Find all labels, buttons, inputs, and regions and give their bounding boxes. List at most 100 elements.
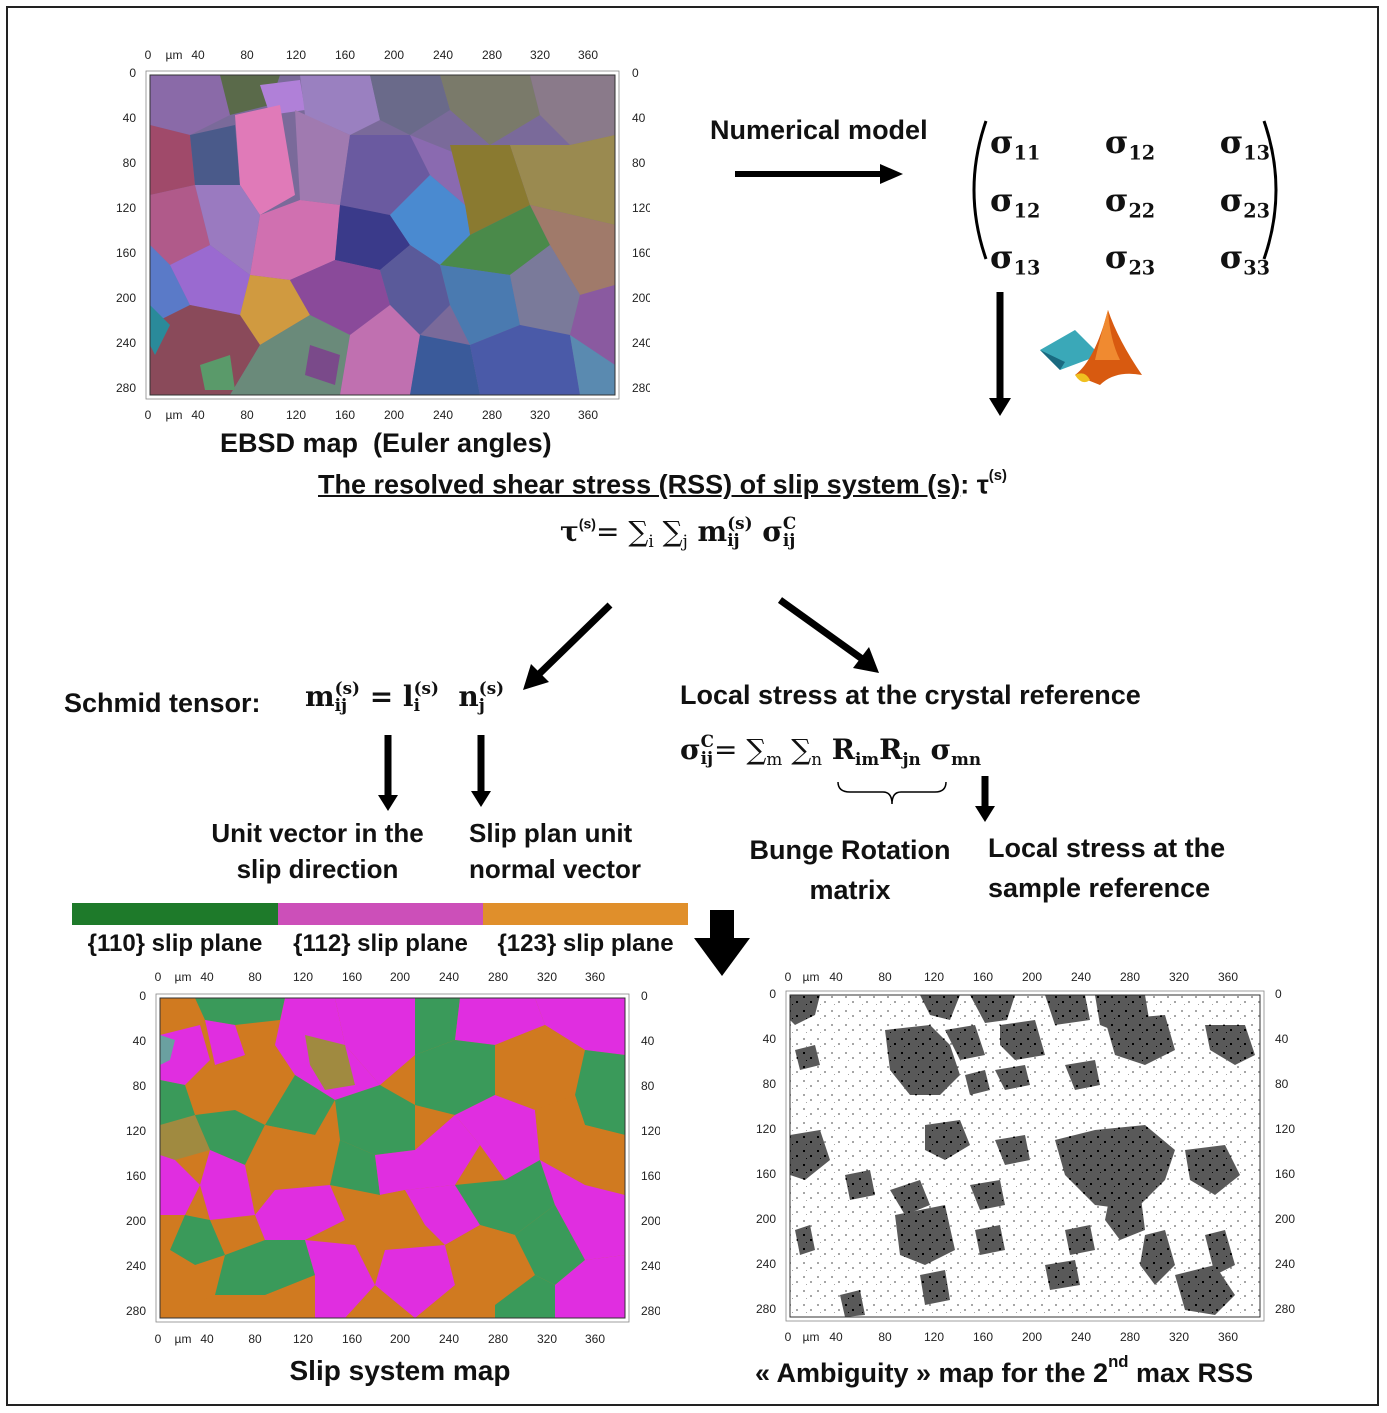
matrix-cell: σ22 <box>1104 180 1156 223</box>
tick-label: 360 <box>578 48 598 62</box>
unit-vector-label: Unit vector in the slip direction <box>211 818 424 884</box>
tick-label: 80 <box>240 48 254 62</box>
tick-label: 200 <box>384 408 404 422</box>
matrix-cell: σ23 <box>1219 180 1270 223</box>
tick-label: 280 <box>482 48 502 62</box>
tick-label: 240 <box>433 48 453 62</box>
tick-label: 240 <box>126 1259 146 1273</box>
arrow-right <box>735 164 903 184</box>
tick-label: 120 <box>1275 1122 1295 1136</box>
slip-y-ticks-right: 0 40 80 120 160 200 240 280 <box>641 989 660 1318</box>
tick-label: 320 <box>530 408 550 422</box>
tick-label: 120 <box>293 970 313 984</box>
tick-label: 240 <box>439 970 459 984</box>
legend-swatch-123 <box>483 903 688 925</box>
tick-label: 80 <box>248 1332 262 1346</box>
tick-label: 80 <box>632 156 646 170</box>
tick-label: 80 <box>240 408 254 422</box>
tick-label: 160 <box>335 408 355 422</box>
tick-label: 80 <box>641 1079 655 1093</box>
tick-label: 0 <box>785 1330 792 1344</box>
matrix-cell: σ33 <box>1219 238 1270 281</box>
tick-label: 40 <box>123 111 137 125</box>
tick-label: 240 <box>1071 1330 1091 1344</box>
tick-label: 160 <box>756 1167 776 1181</box>
ambiguity-map-caption: « Ambiguity » map for the 2nd max RSS <box>755 1352 1254 1389</box>
tick-label: 280 <box>641 1304 660 1318</box>
tick-label: 200 <box>1022 970 1042 984</box>
tick-label: 200 <box>390 970 410 984</box>
amb-x-ticks-top: 0 µm 40 80 120 160 200 240 280 320 360 <box>785 970 1239 984</box>
plane-normal-label: Slip plan unit normal vector <box>469 818 641 884</box>
tick-label: 160 <box>126 1169 146 1183</box>
schmid-label: Schmid tensor: <box>64 688 261 718</box>
rss-title-suffix: : τ <box>960 469 989 500</box>
tick-label: 160 <box>116 246 136 260</box>
slip-system-map: 0 µm 40 80 120 160 200 240 280 320 360 0… <box>126 970 660 1346</box>
tick-label: 40 <box>632 111 646 125</box>
tick-label: 40 <box>191 48 205 62</box>
tick-label: 120 <box>632 201 650 215</box>
tick-label: 280 <box>126 1304 146 1318</box>
legend-label-112: {112} slip plane <box>293 930 468 957</box>
tick-label: 120 <box>756 1122 776 1136</box>
ebsd-grains <box>150 75 615 395</box>
tick-label: 120 <box>126 1124 146 1138</box>
tick-label: 120 <box>116 201 136 215</box>
tick-label: 40 <box>133 1034 147 1048</box>
figure-frame <box>6 6 1379 1406</box>
tick-label: 120 <box>924 1330 944 1344</box>
tick-label: 0 <box>145 48 152 62</box>
stress-matrix: σ11 σ12 σ13 σ12 σ22 σ23 σ13 σ23 σ33 <box>960 115 1290 280</box>
tick-label: 200 <box>390 1332 410 1346</box>
tick-label: 160 <box>1275 1167 1295 1181</box>
tick-label: 160 <box>632 246 650 260</box>
tick-label: 40 <box>1275 1032 1289 1046</box>
ebsd-y-ticks-right: 0 40 80 120 160 200 240 280 <box>632 66 650 395</box>
tick-label: 240 <box>1275 1257 1295 1271</box>
tick-label: 0 <box>155 1332 162 1346</box>
matrix-right-paren <box>1262 120 1278 260</box>
tick-label: 160 <box>641 1169 660 1183</box>
slip-map-regions <box>160 998 625 1318</box>
tick-label: 200 <box>632 291 650 305</box>
tick-label: 40 <box>829 970 843 984</box>
ebsd-x-ticks-bottom: 0 µm 40 80 120 160 200 240 280 320 360 <box>145 408 599 422</box>
tick-label: 40 <box>641 1034 655 1048</box>
tick-label: 240 <box>439 1332 459 1346</box>
matrix-cell: σ13 <box>1219 123 1270 165</box>
tick-label: 320 <box>1169 1330 1189 1344</box>
tick-label: 40 <box>191 408 205 422</box>
legend-label-110: {110} slip plane <box>87 930 263 957</box>
matrix-cell: σ11 <box>990 123 1041 165</box>
tick-label: 280 <box>1275 1302 1295 1316</box>
tick-label: 40 <box>829 1330 843 1344</box>
legend-label-123: {123} slip plane <box>497 930 674 957</box>
tick-label: 280 <box>488 970 508 984</box>
arrow-down-big <box>694 910 750 976</box>
slip-x-ticks-bottom: 0 µm 40 80 120 160 200 240 280 320 360 <box>155 1332 606 1346</box>
sample-ref-label: Local stress at the sample reference <box>988 833 1226 903</box>
brace-bunge <box>837 781 947 805</box>
tick-label: 240 <box>1071 970 1091 984</box>
tick-label: 240 <box>632 336 650 350</box>
arrow-down-unit <box>378 735 398 811</box>
tick-label: 280 <box>116 381 136 395</box>
tick-label: 80 <box>133 1079 147 1093</box>
tick-label: 360 <box>1218 970 1238 984</box>
tick-label: 280 <box>632 381 650 395</box>
slip-map-caption: Slip system map <box>289 1355 511 1386</box>
tick-label: 120 <box>641 1124 660 1138</box>
rss-title-text: The resolved shear stress (RSS) of slip … <box>318 469 961 500</box>
tick-label: 200 <box>1275 1212 1295 1226</box>
tick-label: 280 <box>1120 970 1140 984</box>
tick-label: 80 <box>123 156 137 170</box>
tick-label: 0 <box>129 66 136 80</box>
tick-label: 280 <box>1120 1330 1140 1344</box>
tick-label: µm <box>803 970 820 984</box>
tick-label: 0 <box>1275 987 1282 1001</box>
tick-label: 40 <box>200 970 214 984</box>
tick-label: 280 <box>488 1332 508 1346</box>
slip-x-ticks-top: 0 µm 40 80 120 160 200 240 280 320 360 <box>155 970 606 984</box>
